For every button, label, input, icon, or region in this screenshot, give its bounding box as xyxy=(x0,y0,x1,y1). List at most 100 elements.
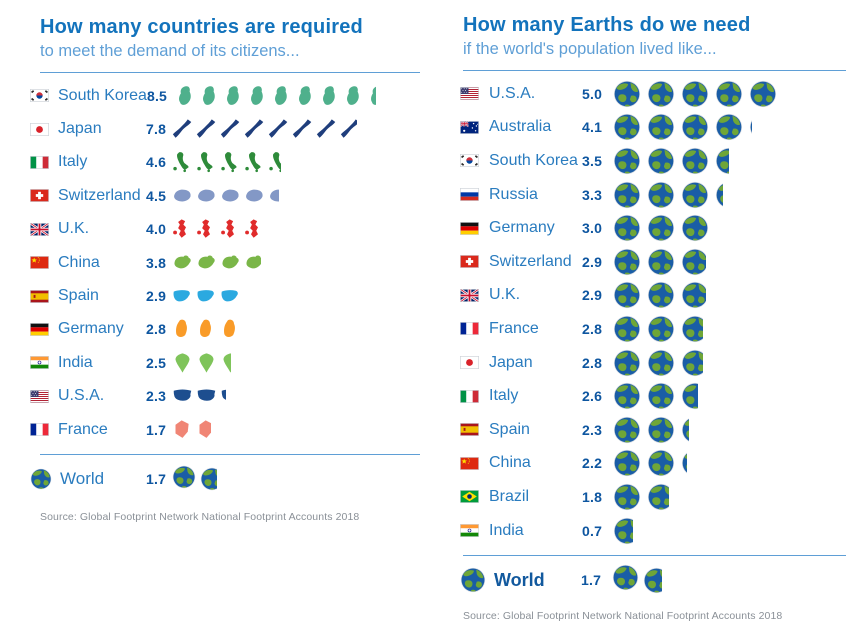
icon-strip xyxy=(613,416,846,444)
row-china: China 2.2 xyxy=(460,447,846,481)
earth-icon-partial xyxy=(715,181,723,209)
uk-map-icon xyxy=(196,218,217,240)
left-panel-title: How many countries are required xyxy=(40,16,363,38)
country-value: 4.5 xyxy=(146,187,167,204)
earth-icon xyxy=(613,147,641,175)
country-label: Russia xyxy=(489,185,538,203)
country-value: 3.0 xyxy=(582,220,603,237)
country-label: Switzerland xyxy=(489,252,572,270)
row-south-korea: South Korea 8.5 xyxy=(30,79,420,112)
france-flag-icon xyxy=(30,423,49,437)
country-label: France xyxy=(489,319,539,337)
japan-map-icon-partial xyxy=(340,118,357,140)
left-world-row: World 1.7 xyxy=(30,461,420,497)
earth-icon-partial xyxy=(715,147,729,175)
icon-strip xyxy=(172,352,420,374)
earth-icon xyxy=(613,483,641,511)
country-value: 4.1 xyxy=(582,119,603,136)
icon-strip xyxy=(613,382,846,410)
japan-map-icon xyxy=(244,118,265,140)
china-map-icon xyxy=(172,252,193,274)
row-switzerland: Switzerland 2.9 xyxy=(460,245,846,279)
country-label: Italy xyxy=(58,153,88,171)
row-brazil: Brazil 1.8 xyxy=(460,480,846,514)
icon-strip xyxy=(613,281,846,309)
row-spain: Spain 2.3 xyxy=(460,413,846,447)
icon-strip xyxy=(613,113,846,141)
icon-strip xyxy=(613,147,846,175)
korea-map-icon xyxy=(317,85,338,107)
row-australia: Australia 4.1 xyxy=(460,111,846,145)
row-germany: Germany 2.8 xyxy=(30,313,420,346)
earths-needed-panel: How many Earths do we need if the world'… xyxy=(460,8,846,622)
country-value: 2.8 xyxy=(582,320,603,337)
japan-map-icon xyxy=(172,118,193,140)
icon-strip xyxy=(172,318,420,340)
earth-icon-partial xyxy=(681,416,689,444)
earth-icon xyxy=(647,315,675,343)
italy-flag-icon xyxy=(460,389,479,403)
icon-strip xyxy=(613,80,846,108)
usa-map-icon xyxy=(172,385,193,407)
germany-map-icon-partial xyxy=(220,318,237,340)
row-india: India 0.7 xyxy=(460,514,846,548)
country-value: 2.3 xyxy=(582,421,603,438)
country-label: Spain xyxy=(58,287,99,305)
left-country-rows: South Korea 8.5 Japan 7.8 Italy 4.6 Switzerlan… xyxy=(30,79,420,446)
japan-flag-icon xyxy=(460,356,479,370)
japan-flag-icon xyxy=(30,122,49,136)
switzerland-map-icon xyxy=(196,185,217,207)
country-label: U.K. xyxy=(58,220,90,238)
country-value: 2.2 xyxy=(582,455,603,472)
china-flag-icon xyxy=(460,456,479,470)
icon-strip xyxy=(172,185,420,207)
country-label: Italy xyxy=(489,387,519,405)
brazil-flag-icon xyxy=(460,490,479,504)
icon-strip xyxy=(613,214,846,242)
left-source-note: Source: Global Footprint Network Nationa… xyxy=(40,511,360,524)
spain-map-icon xyxy=(196,285,217,307)
earth-icon-partial xyxy=(681,349,703,377)
earth-icon xyxy=(681,181,709,209)
earth-icon xyxy=(460,567,486,593)
earth-icon xyxy=(613,449,641,477)
earth-icon-partial xyxy=(681,449,687,477)
korea-map-icon xyxy=(221,85,242,107)
world-icon-strip xyxy=(612,564,662,596)
icon-strip xyxy=(613,248,846,276)
left-bottom-divider xyxy=(40,454,420,456)
uk-map-icon xyxy=(172,218,193,240)
earth-icon xyxy=(647,181,675,209)
right-world-row: World 1.7 xyxy=(460,562,846,598)
row-south-korea: South Korea 3.5 xyxy=(460,144,846,178)
icon-strip xyxy=(172,285,420,307)
uk-map-icon xyxy=(244,218,265,240)
row-u-k: U.K. 4.0 xyxy=(30,213,420,246)
right-top-divider xyxy=(463,70,846,71)
korea-map-icon-partial xyxy=(365,85,376,107)
country-label: Brazil xyxy=(489,487,530,505)
switzerland-map-icon xyxy=(172,185,193,207)
country-value: 7.8 xyxy=(146,121,167,138)
earth-icon xyxy=(647,349,675,377)
earth-icon xyxy=(613,281,641,309)
korea-map-icon xyxy=(293,85,314,107)
country-label: U.S.A. xyxy=(489,84,536,102)
country-value: 3.8 xyxy=(146,254,167,271)
switzerland-map-icon xyxy=(220,185,241,207)
country-value: 3.5 xyxy=(582,152,603,169)
country-value: 2.9 xyxy=(146,288,167,305)
germany-map-icon xyxy=(196,318,217,340)
earth-icon xyxy=(647,449,675,477)
earth-icon xyxy=(613,181,641,209)
earth-icon xyxy=(613,214,641,242)
earth-icon xyxy=(681,147,709,175)
row-u-k: U.K. 2.9 xyxy=(460,279,846,313)
france-map-icon-partial xyxy=(196,419,211,441)
country-label: Germany xyxy=(489,219,555,237)
world-value: 1.7 xyxy=(146,471,167,488)
korea-map-icon xyxy=(173,85,194,107)
icon-strip xyxy=(172,151,420,173)
icon-strip xyxy=(172,118,420,140)
right-source-note: Source: Global Footprint Network Nationa… xyxy=(463,610,783,623)
